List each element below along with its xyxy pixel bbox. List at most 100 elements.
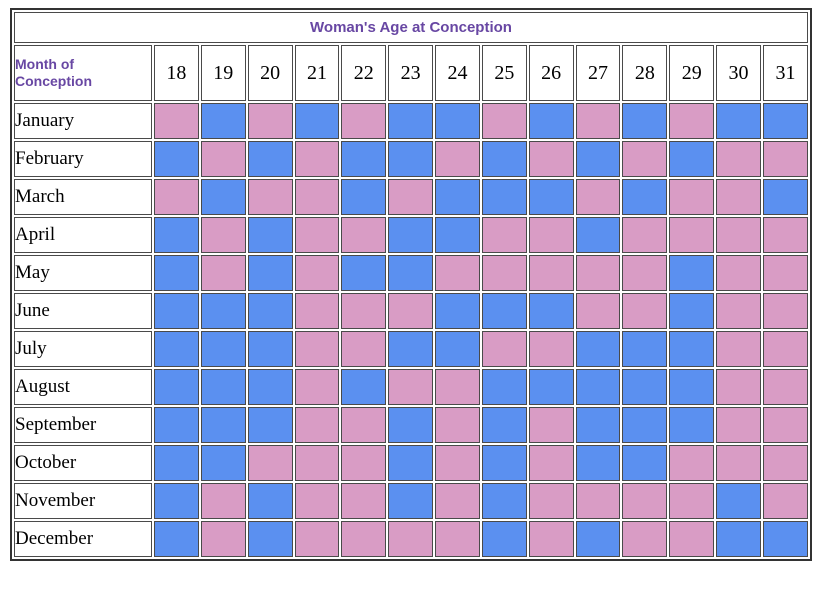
boy-cell xyxy=(481,521,527,557)
boy-cell xyxy=(154,331,199,367)
boy-cell xyxy=(247,255,293,291)
girl-cell xyxy=(575,179,621,215)
girl-cell xyxy=(341,217,387,253)
girl-cell xyxy=(294,521,340,557)
girl-cell xyxy=(669,217,715,253)
boy-cell xyxy=(575,445,621,481)
month-row-header: August xyxy=(14,369,152,405)
girl-cell xyxy=(622,483,668,519)
boy-cell xyxy=(528,369,574,405)
boy-cell xyxy=(435,103,480,139)
age-column-header: 27 xyxy=(575,45,621,101)
age-column-header: 19 xyxy=(200,45,246,101)
boy-cell xyxy=(154,483,199,519)
girl-cell xyxy=(762,255,808,291)
boy-cell xyxy=(575,217,621,253)
girl-cell xyxy=(762,293,808,329)
girl-cell xyxy=(716,179,761,215)
age-column-header: 23 xyxy=(388,45,434,101)
boy-cell xyxy=(154,369,199,405)
age-column-header: 21 xyxy=(294,45,340,101)
month-row-header: March xyxy=(14,179,152,215)
girl-cell xyxy=(154,179,199,215)
boy-cell xyxy=(388,331,434,367)
month-row-header: May xyxy=(14,255,152,291)
girl-cell xyxy=(528,255,574,291)
girl-cell xyxy=(762,331,808,367)
boy-cell xyxy=(762,521,808,557)
gender-prediction-chart: Woman's Age at Conception Month of Conce… xyxy=(10,8,812,561)
boy-cell xyxy=(528,179,574,215)
boy-cell xyxy=(154,141,199,177)
boy-cell xyxy=(481,293,527,329)
boy-cell xyxy=(575,521,621,557)
girl-cell xyxy=(435,141,480,177)
girl-cell xyxy=(716,331,761,367)
girl-cell xyxy=(622,255,668,291)
boy-cell xyxy=(575,369,621,405)
month-of-conception-header: Month of Conception xyxy=(14,45,152,101)
girl-cell xyxy=(435,369,480,405)
girl-cell xyxy=(481,103,527,139)
boy-cell xyxy=(154,445,199,481)
girl-cell xyxy=(435,483,480,519)
girl-cell xyxy=(341,103,387,139)
boy-cell xyxy=(294,103,340,139)
boy-cell xyxy=(341,255,387,291)
girl-cell xyxy=(762,369,808,405)
boy-cell xyxy=(528,293,574,329)
boy-cell xyxy=(481,407,527,443)
girl-cell xyxy=(341,331,387,367)
boy-cell xyxy=(200,293,246,329)
boy-cell xyxy=(716,483,761,519)
girl-cell xyxy=(716,141,761,177)
girl-cell xyxy=(294,179,340,215)
boy-cell xyxy=(247,293,293,329)
boy-cell xyxy=(388,255,434,291)
girl-cell xyxy=(200,483,246,519)
girl-cell xyxy=(575,103,621,139)
girl-cell xyxy=(341,407,387,443)
boy-cell xyxy=(716,103,761,139)
boy-cell xyxy=(481,141,527,177)
girl-cell xyxy=(622,521,668,557)
girl-cell xyxy=(481,255,527,291)
girl-cell xyxy=(716,293,761,329)
boy-cell xyxy=(247,483,293,519)
month-row-header: December xyxy=(14,521,152,557)
boy-cell xyxy=(247,521,293,557)
boy-cell xyxy=(481,445,527,481)
girl-cell xyxy=(247,445,293,481)
boy-cell xyxy=(575,331,621,367)
boy-cell xyxy=(154,217,199,253)
girl-cell xyxy=(481,217,527,253)
age-column-header: 25 xyxy=(481,45,527,101)
age-column-header: 26 xyxy=(528,45,574,101)
boy-cell xyxy=(575,141,621,177)
girl-cell xyxy=(435,407,480,443)
boy-cell xyxy=(388,141,434,177)
boy-cell xyxy=(247,331,293,367)
month-row: November xyxy=(14,483,808,519)
girl-cell xyxy=(294,407,340,443)
girl-cell xyxy=(575,483,621,519)
boy-cell xyxy=(435,179,480,215)
age-column-header: 30 xyxy=(716,45,761,101)
girl-cell xyxy=(762,217,808,253)
girl-cell xyxy=(294,217,340,253)
girl-cell xyxy=(200,217,246,253)
girl-cell xyxy=(762,483,808,519)
girl-cell xyxy=(388,293,434,329)
age-column-header: 31 xyxy=(762,45,808,101)
girl-cell xyxy=(294,445,340,481)
girl-cell xyxy=(341,521,387,557)
girl-cell xyxy=(341,445,387,481)
boy-cell xyxy=(622,445,668,481)
girl-cell xyxy=(528,445,574,481)
boy-cell xyxy=(435,331,480,367)
month-row: August xyxy=(14,369,808,405)
boy-cell xyxy=(669,369,715,405)
month-row: February xyxy=(14,141,808,177)
boy-cell xyxy=(341,369,387,405)
girl-cell xyxy=(762,407,808,443)
